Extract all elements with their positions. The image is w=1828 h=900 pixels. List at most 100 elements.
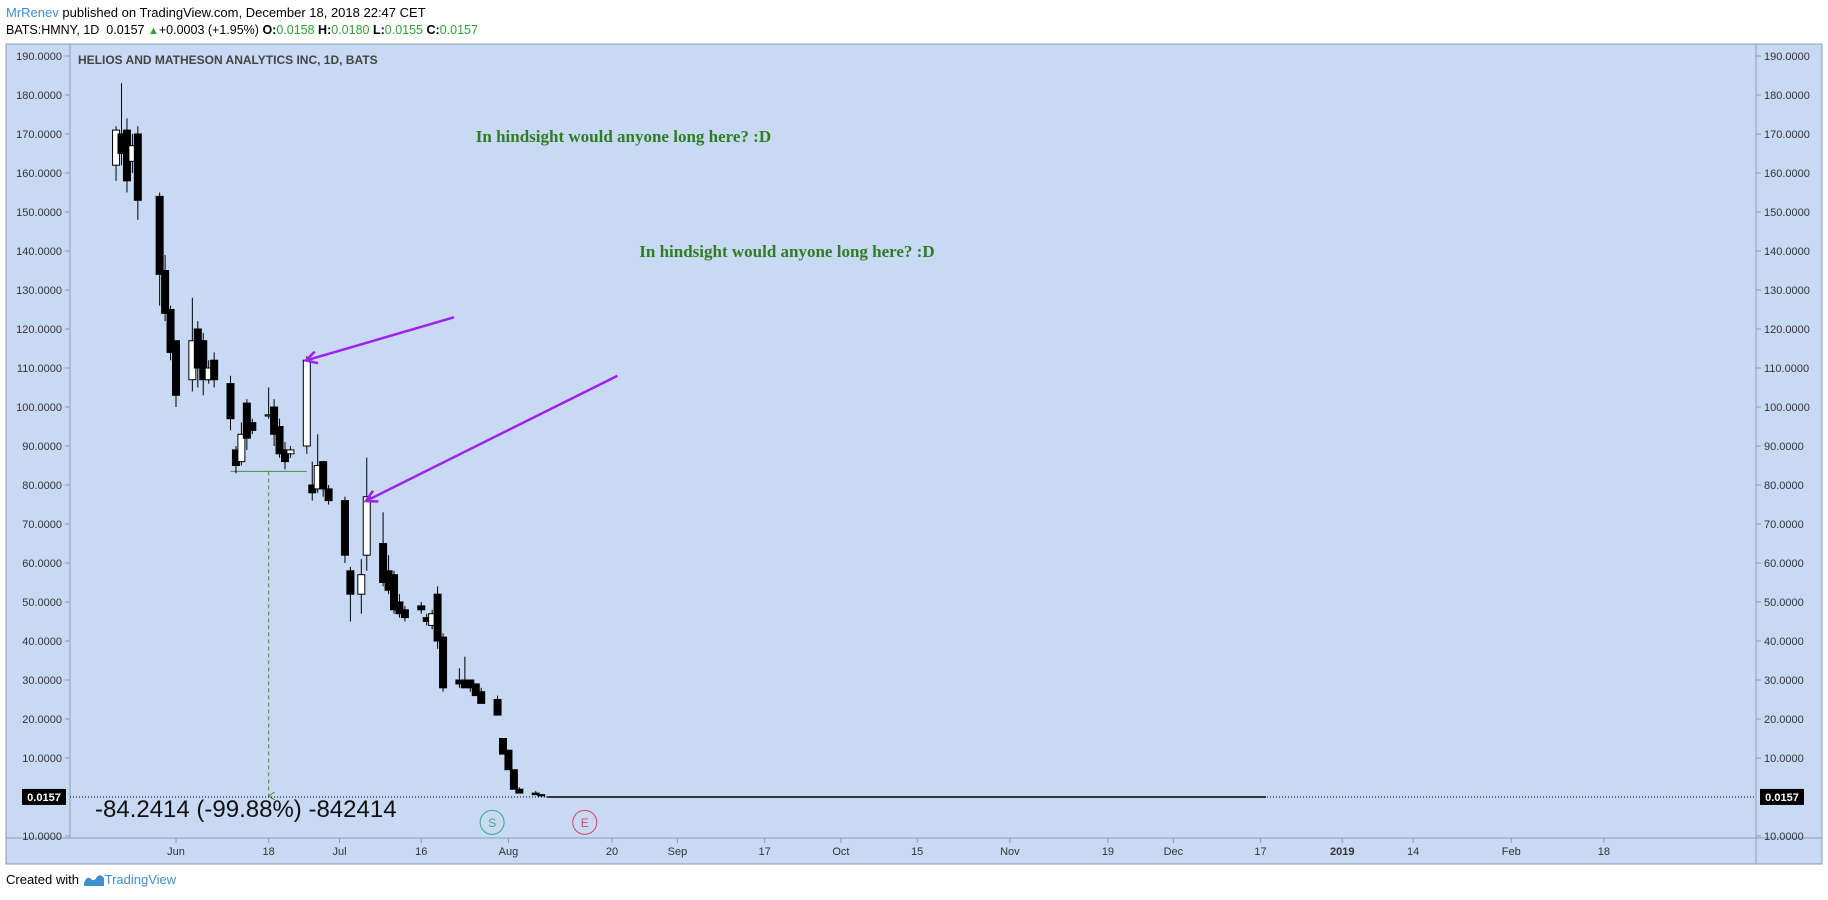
measure-label: -84.2414 (-99.88%) -842414 xyxy=(95,796,397,823)
candle-up xyxy=(237,433,246,463)
candle-down xyxy=(155,195,164,275)
candle-down xyxy=(248,422,257,431)
y-tick-label-left: 190.0000 xyxy=(16,51,62,63)
x-tick-label: 15 xyxy=(911,846,923,858)
annotation-text[interactable]: In hindsight would anyone long here? :D xyxy=(639,242,934,261)
chart-title: HELIOS AND MATHESON ANALYTICS INC, 1D, B… xyxy=(78,53,378,67)
up-arrow-icon: ▲ xyxy=(147,25,159,37)
candle-down xyxy=(499,738,507,755)
annotation-arrow[interactable] xyxy=(307,316,455,360)
last-price-tag-left: 0.0157 xyxy=(27,792,61,804)
candle-down xyxy=(537,794,546,797)
tradingview-logo-icon xyxy=(83,875,104,886)
y-tick-label-right: 190.0000 xyxy=(1764,51,1810,63)
candle-up xyxy=(286,449,295,455)
y-tick-label-left: 70.0000 xyxy=(22,519,62,531)
y-tick-label-right: 90.0000 xyxy=(1764,441,1804,453)
annotation-text[interactable]: In hindsight would anyone long here? :D xyxy=(476,127,771,146)
symbol-label: BATS:HMNY, 1D xyxy=(6,23,100,37)
x-tick-label: Feb xyxy=(1502,846,1521,858)
last-price-box-left xyxy=(22,788,66,805)
candle-down xyxy=(379,543,388,583)
low-value: 0.0155 xyxy=(384,23,424,37)
plot-area[interactable] xyxy=(5,43,1823,865)
candle-down xyxy=(340,500,349,556)
candle-down xyxy=(133,133,142,201)
last-price-tag-right: 0.0157 xyxy=(1765,792,1799,804)
event-marker-e[interactable] xyxy=(572,809,598,835)
tradingview-link[interactable]: TradingView xyxy=(104,872,177,887)
candle-down xyxy=(210,359,219,381)
candle-up xyxy=(357,574,366,595)
published-text: published on TradingView.com, December 1… xyxy=(62,5,426,20)
candle-down xyxy=(400,609,409,619)
x-tick-label: 18 xyxy=(263,846,275,858)
x-tick-label: 18 xyxy=(1598,846,1610,858)
y-tick-label-right: 60.0000 xyxy=(1764,558,1804,570)
y-tick-label-right: 180.0000 xyxy=(1764,90,1810,102)
high-label: H: xyxy=(318,23,332,37)
candle-down xyxy=(504,749,513,771)
y-tick-label-left: 60.0000 xyxy=(22,558,62,570)
y-tick-label-right: 40.0000 xyxy=(1764,636,1804,648)
author-link[interactable]: MrRenev xyxy=(6,5,59,20)
x-tick-label: 17 xyxy=(1254,846,1266,858)
y-tick-label-right: 170.0000 xyxy=(1764,129,1810,141)
y-tick-label-left: 140.0000 xyxy=(16,246,62,258)
candle-down xyxy=(395,601,404,615)
y-tick-label-left: 80.0000 xyxy=(22,480,62,492)
y-tick-label-left: 170.0000 xyxy=(16,129,62,141)
candle-down xyxy=(324,488,333,502)
candle-down xyxy=(166,309,175,353)
y-tick-label-left: 100.0000 xyxy=(16,402,62,414)
candle-down xyxy=(275,426,284,455)
y-tick-label-right: 80.0000 xyxy=(1764,480,1804,492)
y-tick-label-right: 150.0000 xyxy=(1764,207,1810,219)
candle-down xyxy=(433,593,442,642)
y-tick-label-left: 10.0000 xyxy=(22,831,62,843)
x-tick-label: 20 xyxy=(606,846,618,858)
price-change: +0.0003 (+1.95%) xyxy=(158,23,259,37)
event-marker-label: S xyxy=(488,816,496,830)
open-value: 0.0158 xyxy=(276,23,315,37)
candle-down xyxy=(172,340,180,396)
candle-down xyxy=(439,636,448,689)
x-tick-label: Jun xyxy=(167,846,185,858)
event-marker-s[interactable] xyxy=(479,809,505,835)
y-tick-label-right: 130.0000 xyxy=(1764,285,1810,297)
y-tick-label-right: 100.0000 xyxy=(1764,402,1810,414)
publish-line: MrRenev published on TradingView.com, De… xyxy=(6,5,426,21)
candle-down xyxy=(270,406,279,435)
x-tick-label: 17 xyxy=(758,846,770,858)
y-tick-label-left: 120.0000 xyxy=(16,324,62,336)
y-tick-label-left: 180.0000 xyxy=(16,90,62,102)
candle-down xyxy=(417,605,426,611)
x-tick-label: 16 xyxy=(415,846,427,858)
candle-up xyxy=(362,496,371,556)
y-tick-label-left: 150.0000 xyxy=(16,207,62,219)
candle-down xyxy=(390,574,398,611)
close-label: C: xyxy=(426,23,440,37)
candle-down xyxy=(471,683,480,697)
x-tick-label: Sep xyxy=(668,846,688,858)
created-with-text: Created with xyxy=(6,872,79,887)
candle-down xyxy=(531,792,540,796)
annotation-arrow[interactable] xyxy=(367,374,619,501)
y-tick-label-right: 120.0000 xyxy=(1764,324,1810,336)
x-tick-label: Jul xyxy=(332,846,346,858)
x-tick-label: Nov xyxy=(1000,846,1020,858)
event-marker-label: E xyxy=(581,816,589,830)
y-tick-label-right: 20.0000 xyxy=(1764,714,1804,726)
x-tick-label: 14 xyxy=(1407,846,1419,858)
y-tick-label-right: 50.0000 xyxy=(1764,597,1804,609)
y-tick-label-right: 110.0000 xyxy=(1764,363,1809,375)
y-tick-label-left: 50.0000 xyxy=(22,597,62,609)
candle-down xyxy=(493,699,502,716)
candle-down xyxy=(281,449,289,463)
x-tick-label: Aug xyxy=(499,846,519,858)
candle-down xyxy=(477,691,486,704)
x-tick-label: 2019 xyxy=(1330,846,1354,858)
y-tick-label-left: 40.0000 xyxy=(22,636,62,648)
last-price: 0.0157 xyxy=(106,23,145,37)
